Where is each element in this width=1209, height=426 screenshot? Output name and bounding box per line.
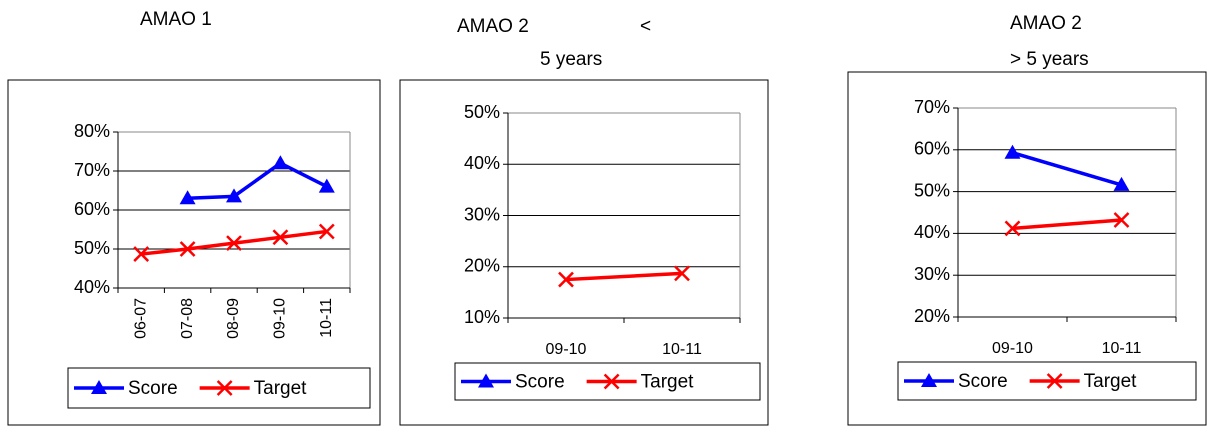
y-tick-label: 50% [914,180,950,200]
x-tick-label: 10-11 [662,341,702,358]
data-point [318,223,335,240]
legend-marker [921,373,937,387]
chart-subtitle: 5 years [540,49,602,70]
y-tick-label: 30% [464,204,500,224]
x-tick-label: 09-10 [992,340,1033,357]
series-line [1012,151,1122,187]
y-tick-label: 80% [74,121,110,141]
x-tick-label: 10-11 [318,298,335,338]
y-tick-label: 30% [914,264,950,284]
chart-frame [399,79,769,426]
data-point [1004,144,1021,159]
y-tick-label: 40% [914,222,950,242]
y-tick-label: 60% [74,199,110,219]
y-tick-label: 50% [74,238,110,258]
series-line [565,271,683,282]
x-tick-label: 09-10 [546,341,587,358]
chart-frame [847,71,1207,426]
y-tick-label: 60% [914,139,950,159]
data-point [179,241,196,257]
chart-title-suffix: < [640,16,651,37]
series-line [1012,218,1122,231]
legend-marker [478,373,494,388]
legend-label: Target [641,372,695,393]
legend-label: Score [958,371,1008,392]
y-tick-label: 20% [914,306,950,326]
data-point [318,178,335,193]
data-point [1113,176,1130,191]
data-point [1113,212,1130,228]
chart-title: AMAO 1 [140,9,212,30]
chart-title: AMAO 2 [457,16,529,37]
data-point [272,155,289,170]
legend-label: Score [515,372,565,393]
chart-subtitle: > 5 years [1010,49,1089,70]
legend-label: Score [128,378,178,399]
y-tick-label: 40% [74,277,110,297]
y-tick-label: 10% [464,307,500,327]
legend-marker [603,373,620,390]
data-point [272,229,289,246]
chart-frame [7,79,381,426]
legend-marker [1046,373,1063,389]
y-tick-label: 50% [464,102,500,122]
data-point [558,271,574,288]
legend-label: Target [254,378,308,399]
data-point [1004,220,1021,237]
legend-label: Target [1084,371,1138,392]
x-tick-label: 08-09 [225,298,242,339]
data-point [674,265,690,282]
x-tick-label: 09-10 [272,298,289,339]
y-tick-label: 70% [74,160,110,180]
legend-marker [91,380,107,394]
chart-title: AMAO 2 [1010,13,1082,34]
x-tick-label: 07-08 [179,298,196,339]
data-point [226,235,242,252]
x-tick-label: 06-07 [132,298,149,339]
y-tick-label: 20% [464,256,500,276]
series-line [187,161,328,201]
y-tick-label: 40% [464,153,500,173]
data-point [179,190,196,205]
data-point [226,188,242,203]
data-point [133,246,150,262]
legend-marker [216,380,233,396]
y-tick-label: 70% [914,97,950,117]
x-tick-label: 10-11 [1102,340,1142,357]
